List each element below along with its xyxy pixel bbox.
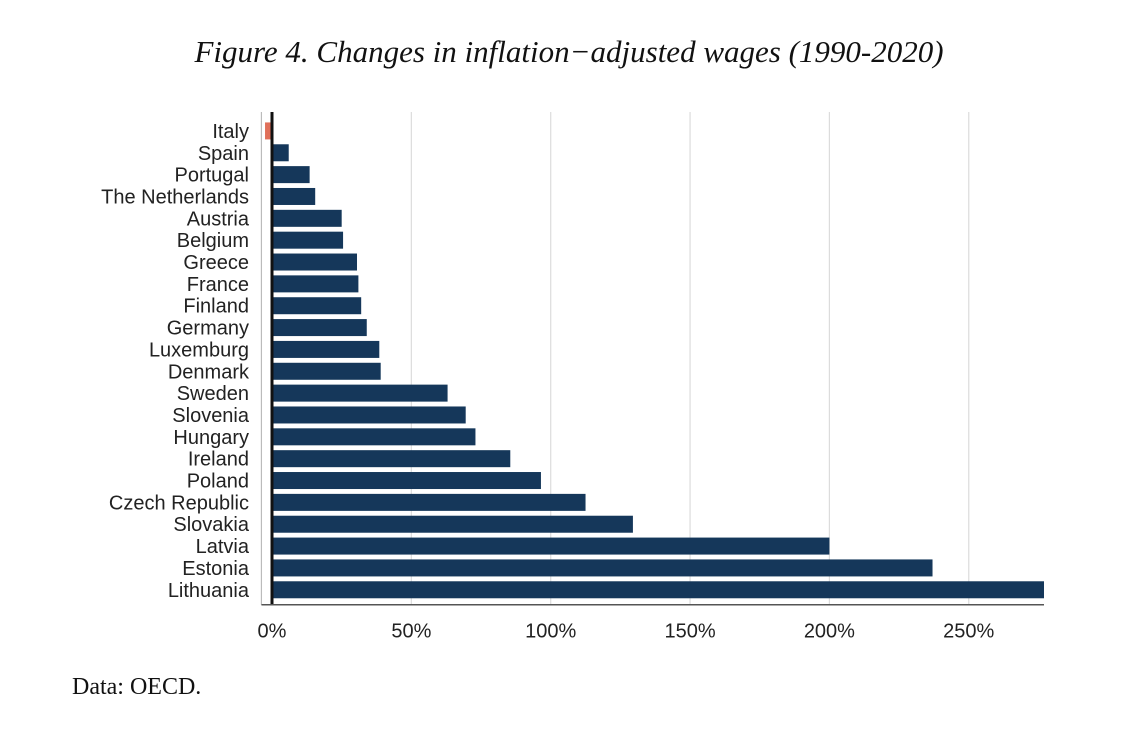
bar-denmark [272,362,381,380]
category-label-luxemburg: Luxemburg [149,339,249,361]
category-label-germany: Germany [167,318,249,340]
bar-the-netherlands [272,187,316,205]
category-label-slovakia: Slovakia [173,514,249,536]
bar-lithuania [272,581,1044,599]
bar-austria [272,209,342,227]
bar-sweden [272,384,448,402]
x-tick-label-0: 0% [258,621,287,640]
category-label-finland: Finland [183,296,249,318]
category-label-austria: Austria [187,208,250,230]
bar-germany [272,319,367,337]
category-label-portugal: Portugal [175,165,250,187]
figure-title: Figure 4. Changes in inflation−adjusted … [194,34,944,69]
category-label-ireland: Ireland [188,449,249,471]
x-tick-label-150: 150% [664,621,715,640]
category-label-latvia: Latvia [196,536,250,558]
category-label-denmark: Denmark [168,361,250,383]
bar-slovenia [272,406,466,424]
bar-ireland [272,450,511,468]
bar-portugal [272,166,310,184]
x-tick-label-250: 250% [943,621,994,640]
bar-latvia [272,537,830,555]
bar-belgium [272,231,344,249]
category-label-greece: Greece [183,252,249,274]
category-label-estonia: Estonia [182,558,250,580]
bar-slovakia [272,515,633,533]
bar-czech-republic [272,493,586,511]
x-tick-labels: 0% 50% 100% 150% 200% 250% [258,621,995,640]
source-note: Data: OECD. [72,674,202,700]
bar-luxemburg [272,340,380,358]
category-label-poland: Poland [187,471,249,493]
category-label-france: France [187,274,249,296]
category-label-spain: Spain [198,143,249,165]
bar-hungary [272,428,476,446]
x-tick-label-50: 50% [391,621,431,640]
bar-spain [272,144,289,162]
category-label-czech-republic: Czech Republic [109,492,249,514]
x-tick-label-200: 200% [804,621,855,640]
category-label-the-netherlands: The Netherlands [101,186,249,208]
bar-greece [272,253,358,271]
category-label-sweden: Sweden [177,383,249,405]
bars [265,122,1044,599]
bar-france [272,275,359,293]
bar-finland [272,297,362,315]
category-label-lithuania: Lithuania [168,580,250,602]
bar-estonia [272,559,933,577]
category-label-hungary: Hungary [173,427,249,449]
bar-italy [265,122,272,140]
category-label-slovenia: Slovenia [172,405,250,427]
bar-poland [272,472,541,490]
category-label-belgium: Belgium [177,230,249,252]
x-tick-label-100: 100% [525,621,576,640]
axes [260,112,1044,606]
category-label-italy: Italy [212,121,249,143]
